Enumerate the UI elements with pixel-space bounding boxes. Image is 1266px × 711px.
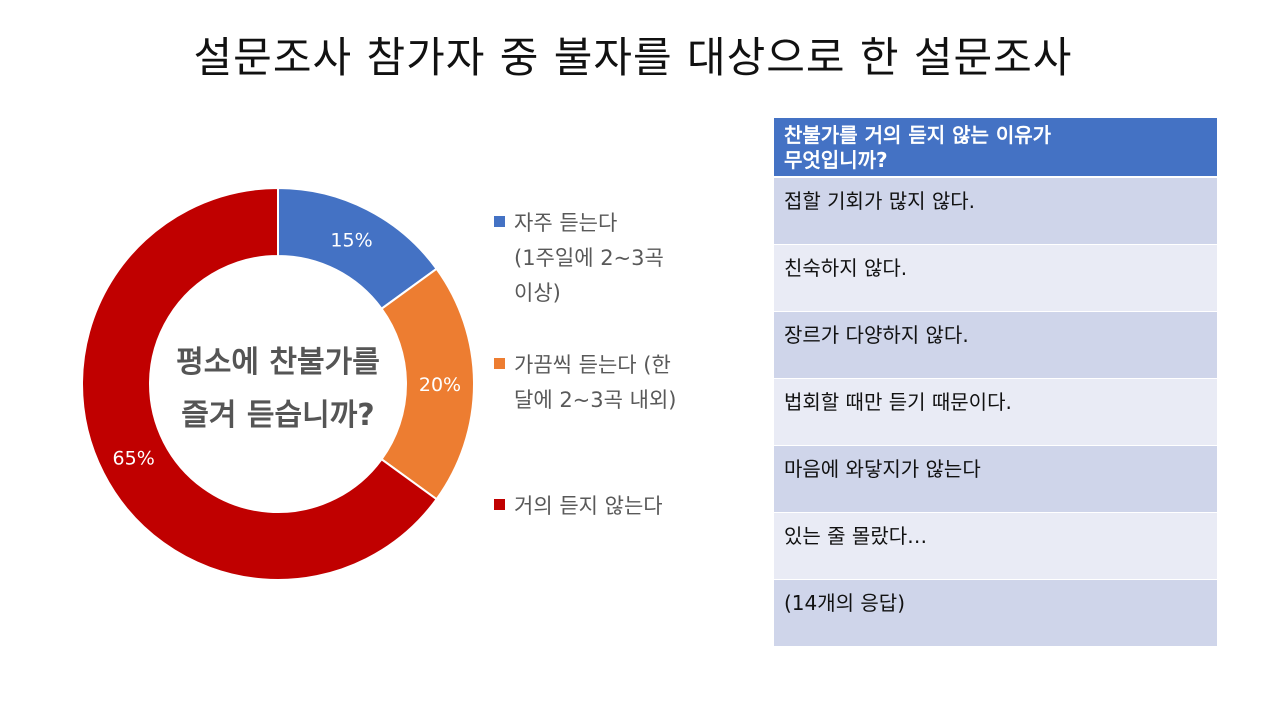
table-cell: (14개의 응답)	[774, 579, 1217, 647]
table-cell: 마음에 와닿지가 않는다	[774, 445, 1217, 513]
legend-item-sometimes: 가끔씩 듣는다 (한 달에 2~3곡 내외)	[494, 348, 714, 418]
donut-chart: 15% 20% 65%	[81, 186, 475, 581]
table-row: 친숙하지 않다.	[774, 244, 1217, 312]
legend-label-sometimes: 가끔씩 듣는다 (한 달에 2~3곡 내외)	[514, 353, 677, 412]
data-label-often: 15%	[330, 230, 372, 252]
table-cell: 장르가 다양하지 않다.	[774, 311, 1217, 379]
legend-swatch-sometimes	[494, 358, 505, 369]
table-row: 있는 줄 몰랐다…	[774, 512, 1217, 580]
reasons-table: 찬불가를 거의 듣지 않는 이유가 무엇입니까? 접할 기회가 많지 않다. 친숙…	[774, 118, 1217, 647]
table-row: 법회할 때만 듣기 때문이다.	[774, 378, 1217, 446]
legend-swatch-rarely	[494, 499, 505, 510]
table-cell: 법회할 때만 듣기 때문이다.	[774, 378, 1217, 446]
table-cell: 있는 줄 몰랐다…	[774, 512, 1217, 580]
legend-swatch-often	[494, 216, 505, 227]
table-row: (14개의 응답)	[774, 579, 1217, 647]
table-header-row: 찬불가를 거의 듣지 않는 이유가 무엇입니까?	[774, 118, 1217, 178]
legend-item-rarely: 거의 듣지 않는다	[494, 489, 714, 524]
data-label-sometimes: 20%	[419, 374, 461, 396]
table-cell: 친숙하지 않다.	[774, 244, 1217, 312]
table-row: 접할 기회가 많지 않다.	[774, 177, 1217, 245]
legend-item-often: 자주 듣는다 (1주일에 2~3곡 이상)	[494, 206, 714, 311]
table-row: 마음에 와닿지가 않는다	[774, 445, 1217, 513]
data-label-rarely: 65%	[113, 448, 155, 470]
donut-center-label-line-2: 즐겨 듣습니까?	[181, 398, 375, 433]
slide-title: 설문조사 참가자 중 불자를 대상으로 한 설문조사	[193, 33, 1073, 82]
legend-label-often: 자주 듣는다 (1주일에 2~3곡 이상)	[514, 211, 664, 305]
donut-center-label-line-1: 평소에 찬불가를	[176, 345, 380, 380]
table-row: 장르가 다양하지 않다.	[774, 311, 1217, 379]
donut-slice-rarely	[81, 186, 438, 581]
table-cell: 접할 기회가 많지 않다.	[774, 177, 1217, 245]
legend-label-rarely: 거의 듣지 않는다	[514, 494, 663, 518]
table-header: 찬불가를 거의 듣지 않는 이유가 무엇입니까?	[774, 118, 1217, 178]
donut-center-label: 평소에 찬불가를 즐겨 듣습니까?	[118, 336, 438, 442]
